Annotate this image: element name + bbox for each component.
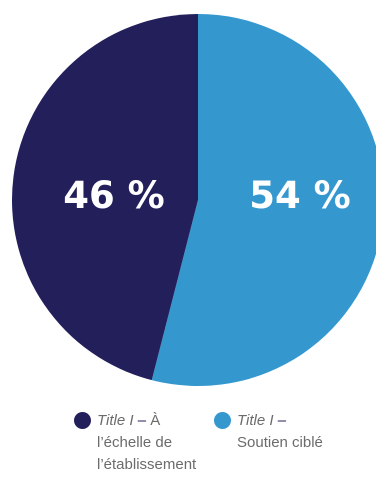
chart-legend: Title I – À l’échelle de l’établissement… xyxy=(0,400,376,479)
legend-dash: – xyxy=(277,412,287,429)
legend-label-soutien-cible: Title I – Soutien ciblé xyxy=(237,410,323,454)
legend-title: Title I xyxy=(237,412,274,429)
legend-swatch-echelle-etablissement xyxy=(74,412,91,429)
legend-item-soutien-cible: Title I – Soutien ciblé xyxy=(214,410,323,454)
legend-line: l’établissement xyxy=(97,456,197,473)
legend-label-echelle-etablissement: Title I – À l’échelle de l’établissement xyxy=(97,410,196,476)
legend-item-echelle-etablissement: Title I – À l’échelle de l’établissement xyxy=(74,410,196,476)
legend-first-word: À xyxy=(150,412,161,429)
pie-slice-soutien-cible xyxy=(151,14,376,386)
legend-line: l’échelle de xyxy=(97,434,173,451)
pie-slice-echelle-etablissement xyxy=(12,13,199,381)
slice-label-echelle-etablissement: 46 % xyxy=(63,174,164,217)
legend-dash: – xyxy=(137,412,147,429)
legend-line: Soutien ciblé xyxy=(237,434,323,451)
slice-label-soutien-cible: 54 % xyxy=(249,174,350,217)
legend-title: Title I xyxy=(97,412,134,429)
pie-chart: 54 % 46 % xyxy=(12,13,376,386)
legend-swatch-soutien-cible xyxy=(214,412,231,429)
